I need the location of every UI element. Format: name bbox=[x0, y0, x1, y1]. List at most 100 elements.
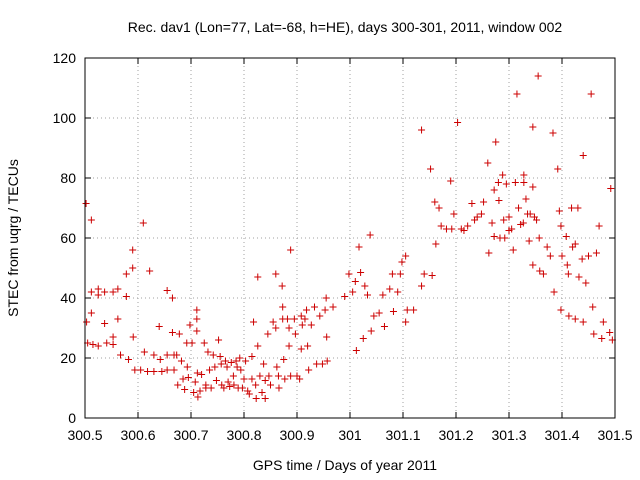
y-axis-label: STEC from uqrg / TECUs bbox=[5, 159, 21, 317]
data-point bbox=[129, 264, 137, 272]
data-point bbox=[367, 327, 375, 335]
data-point bbox=[274, 372, 282, 380]
data-point bbox=[194, 393, 202, 401]
x-tick-label: 300.5 bbox=[67, 427, 102, 443]
data-point bbox=[252, 381, 260, 389]
data-point bbox=[550, 288, 558, 296]
data-point bbox=[193, 306, 201, 314]
data-point bbox=[396, 270, 404, 278]
data-point bbox=[513, 90, 521, 98]
data-point bbox=[543, 243, 551, 251]
data-point bbox=[606, 329, 614, 336]
data-point bbox=[557, 306, 565, 314]
data-point bbox=[307, 321, 315, 329]
data-point bbox=[554, 165, 562, 173]
data-point bbox=[175, 330, 183, 338]
data-point bbox=[607, 185, 615, 192]
data-point bbox=[200, 339, 208, 347]
x-tick-label: 301.5 bbox=[597, 427, 632, 443]
data-point bbox=[595, 222, 603, 230]
data-point bbox=[272, 270, 280, 278]
data-point bbox=[206, 366, 214, 374]
data-point bbox=[485, 249, 493, 257]
data-point bbox=[242, 357, 250, 365]
data-point bbox=[536, 267, 544, 275]
data-point bbox=[124, 356, 132, 363]
data-point bbox=[359, 335, 367, 342]
data-point bbox=[260, 360, 268, 368]
data-point bbox=[534, 72, 542, 80]
data-point bbox=[94, 291, 102, 299]
data-point bbox=[501, 234, 509, 242]
data-point bbox=[168, 329, 176, 336]
data-point bbox=[352, 347, 360, 354]
data-point bbox=[101, 320, 109, 327]
data-point bbox=[87, 216, 95, 224]
data-point bbox=[87, 309, 95, 317]
data-point bbox=[109, 341, 117, 348]
data-point bbox=[301, 315, 309, 323]
y-tick-label: 80 bbox=[60, 170, 76, 186]
data-point bbox=[484, 159, 492, 167]
data-point bbox=[272, 324, 280, 332]
data-point bbox=[578, 255, 586, 263]
data-point bbox=[379, 291, 387, 299]
y-tick-label: 120 bbox=[53, 50, 77, 66]
data-point bbox=[598, 335, 606, 342]
data-point bbox=[129, 333, 137, 341]
y-tick-label: 0 bbox=[68, 410, 76, 426]
data-point bbox=[590, 330, 598, 338]
data-point bbox=[500, 216, 508, 224]
data-point bbox=[87, 288, 95, 296]
data-point bbox=[280, 356, 288, 363]
data-point bbox=[278, 282, 286, 290]
data-point bbox=[428, 272, 436, 279]
data-point bbox=[109, 333, 117, 341]
data-point bbox=[258, 389, 266, 396]
data-point bbox=[230, 381, 238, 389]
data-point bbox=[464, 222, 472, 230]
data-point bbox=[366, 231, 374, 239]
data-point bbox=[599, 318, 607, 326]
data-point bbox=[568, 204, 576, 212]
y-tick-label: 100 bbox=[53, 110, 77, 126]
data-point bbox=[370, 312, 378, 320]
data-point bbox=[447, 177, 455, 185]
data-point bbox=[505, 213, 513, 221]
data-point bbox=[329, 303, 337, 311]
data-point bbox=[562, 233, 570, 240]
data-point bbox=[357, 269, 365, 276]
data-point bbox=[310, 303, 318, 311]
data-point bbox=[137, 366, 145, 374]
data-point bbox=[394, 288, 402, 296]
y-tick-label: 20 bbox=[60, 350, 76, 366]
x-tick-label: 300.6 bbox=[120, 427, 155, 443]
data-point bbox=[508, 225, 516, 233]
data-point bbox=[212, 377, 220, 384]
data-point bbox=[454, 119, 462, 126]
data-point bbox=[375, 309, 383, 317]
data-point bbox=[323, 357, 331, 365]
data-point bbox=[190, 389, 198, 396]
data-point bbox=[238, 384, 246, 392]
data-point bbox=[355, 243, 363, 251]
data-point bbox=[380, 323, 388, 330]
data-point bbox=[529, 261, 537, 269]
grid-layer bbox=[85, 58, 615, 418]
data-point bbox=[163, 351, 171, 359]
data-point bbox=[587, 90, 595, 98]
data-point bbox=[117, 351, 125, 359]
data-point bbox=[94, 285, 102, 293]
data-point bbox=[420, 270, 428, 278]
data-point bbox=[146, 267, 154, 275]
data-point bbox=[526, 210, 534, 218]
data-point bbox=[114, 285, 122, 293]
data-point bbox=[460, 227, 468, 234]
data-point bbox=[565, 312, 573, 320]
data-point bbox=[363, 291, 371, 299]
data-point bbox=[204, 348, 212, 356]
data-point bbox=[158, 368, 166, 375]
data-point bbox=[287, 372, 295, 380]
data-point bbox=[254, 342, 262, 350]
